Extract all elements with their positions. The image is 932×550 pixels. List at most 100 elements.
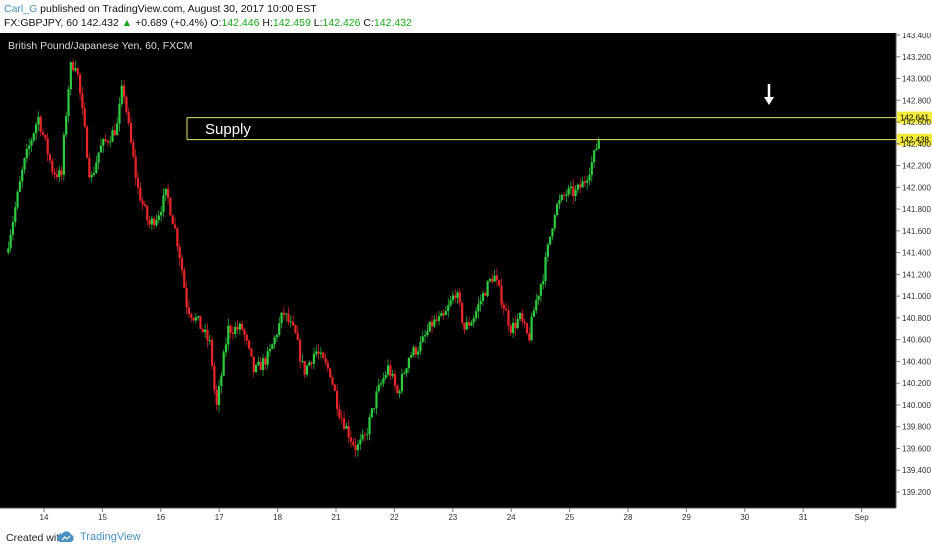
candle-body <box>516 319 519 328</box>
candle-body <box>305 365 309 375</box>
candle-body <box>65 116 68 135</box>
candle-body <box>551 228 554 237</box>
candle-body <box>308 362 311 366</box>
candle-body <box>567 188 570 195</box>
chart-header: Carl_G published on TradingView.com, Aug… <box>0 0 932 33</box>
candle-body <box>298 339 302 362</box>
price-tick-label: 142.600 <box>902 118 931 127</box>
candle-body <box>315 351 318 354</box>
time-tick-label: 23 <box>448 513 457 522</box>
candle-body <box>479 300 482 305</box>
candle-body <box>423 335 427 337</box>
candle-body <box>477 304 480 312</box>
candle-body <box>437 316 441 321</box>
candle-body <box>67 89 70 117</box>
candle-body <box>583 181 586 183</box>
candle-body <box>324 358 327 363</box>
candle-body <box>292 321 295 326</box>
price-tick-label: 142.200 <box>902 162 931 171</box>
candle-body <box>217 385 221 405</box>
candle-body <box>201 329 204 333</box>
candle-body <box>62 134 65 175</box>
price-tick-label: 140.200 <box>902 379 931 388</box>
candle-body <box>590 162 593 175</box>
last-price: 142.432 <box>80 17 119 29</box>
price-chart[interactable]: British Pound/Japanese Yen, 60, FXCM 142… <box>0 33 932 525</box>
candle-body <box>433 319 436 327</box>
candle-body <box>46 138 49 155</box>
candle-body <box>222 352 225 376</box>
time-tick-label: Sep <box>854 513 869 522</box>
candle-body <box>470 322 473 326</box>
candle-body <box>90 175 93 178</box>
candle-body <box>514 322 517 328</box>
candle-body <box>44 134 47 139</box>
time-axis[interactable] <box>0 508 932 525</box>
candle-body <box>322 352 325 359</box>
candle-body <box>282 312 285 315</box>
candle-body <box>85 126 89 158</box>
author-link[interactable]: Carl_G <box>4 3 38 15</box>
candle-body <box>210 339 214 366</box>
time-tick-label: 15 <box>98 513 107 522</box>
candle-body <box>132 142 135 157</box>
candle-body <box>28 145 31 149</box>
candle-body <box>266 351 269 365</box>
candle-body <box>30 140 33 146</box>
candle-body <box>465 322 468 330</box>
candle-body <box>310 362 313 364</box>
price-tick-label: 142.400 <box>902 140 931 149</box>
candle-body <box>342 418 346 429</box>
price-tick-label: 139.200 <box>902 488 931 497</box>
price-tick-label: 143.000 <box>902 75 931 84</box>
candle-body <box>354 445 357 451</box>
candle-body <box>375 391 378 409</box>
candle-body <box>349 437 353 442</box>
tradingview-brand-link[interactable]: TradingView <box>80 531 141 543</box>
time-tick-label: 18 <box>273 513 282 522</box>
candle-body <box>51 160 54 173</box>
candle-body <box>532 310 536 317</box>
candle-body <box>440 313 443 317</box>
candle-body <box>511 322 515 333</box>
candle-body <box>407 357 410 369</box>
candle-body <box>528 333 531 341</box>
candle-body <box>546 244 549 257</box>
candle-body <box>206 329 209 341</box>
candle-body <box>162 195 165 212</box>
candle-body <box>146 206 149 221</box>
candle-body <box>414 347 417 355</box>
candle-body <box>370 408 373 418</box>
candle-body <box>11 221 15 235</box>
candle-body <box>197 316 200 318</box>
candle-body <box>118 103 121 124</box>
candle-body <box>23 158 26 170</box>
candle-body <box>467 322 471 326</box>
time-ticks: 14 15 16 17 18 21 22 23 24 25 28 29 30 31 Sep <box>40 508 869 522</box>
candle-body <box>104 139 107 141</box>
candle-body <box>289 321 292 323</box>
candle-body <box>405 368 408 374</box>
price-tick-label: 141.600 <box>902 227 931 236</box>
candle-body <box>461 303 464 323</box>
candle-body <box>382 378 385 384</box>
candle-body <box>523 321 526 324</box>
candle-body <box>539 284 542 296</box>
candle-body <box>560 194 563 201</box>
price-tick-label: 142.800 <box>902 96 931 105</box>
tradingview-cloud-icon[interactable] <box>56 530 76 544</box>
candle-body <box>208 339 211 341</box>
candle-body <box>380 383 383 385</box>
candle-body <box>481 293 485 301</box>
candle-body <box>502 304 505 309</box>
candle-body <box>285 313 288 315</box>
price-tick-label: 141.800 <box>902 205 931 214</box>
candle-body <box>236 326 239 330</box>
candle-body <box>243 329 246 335</box>
candle-body <box>463 322 466 330</box>
candle-body <box>252 356 255 372</box>
plot-area[interactable] <box>0 33 896 508</box>
candle-body <box>229 325 232 333</box>
candle-body <box>60 170 63 175</box>
time-tick-label: 28 <box>624 513 633 522</box>
